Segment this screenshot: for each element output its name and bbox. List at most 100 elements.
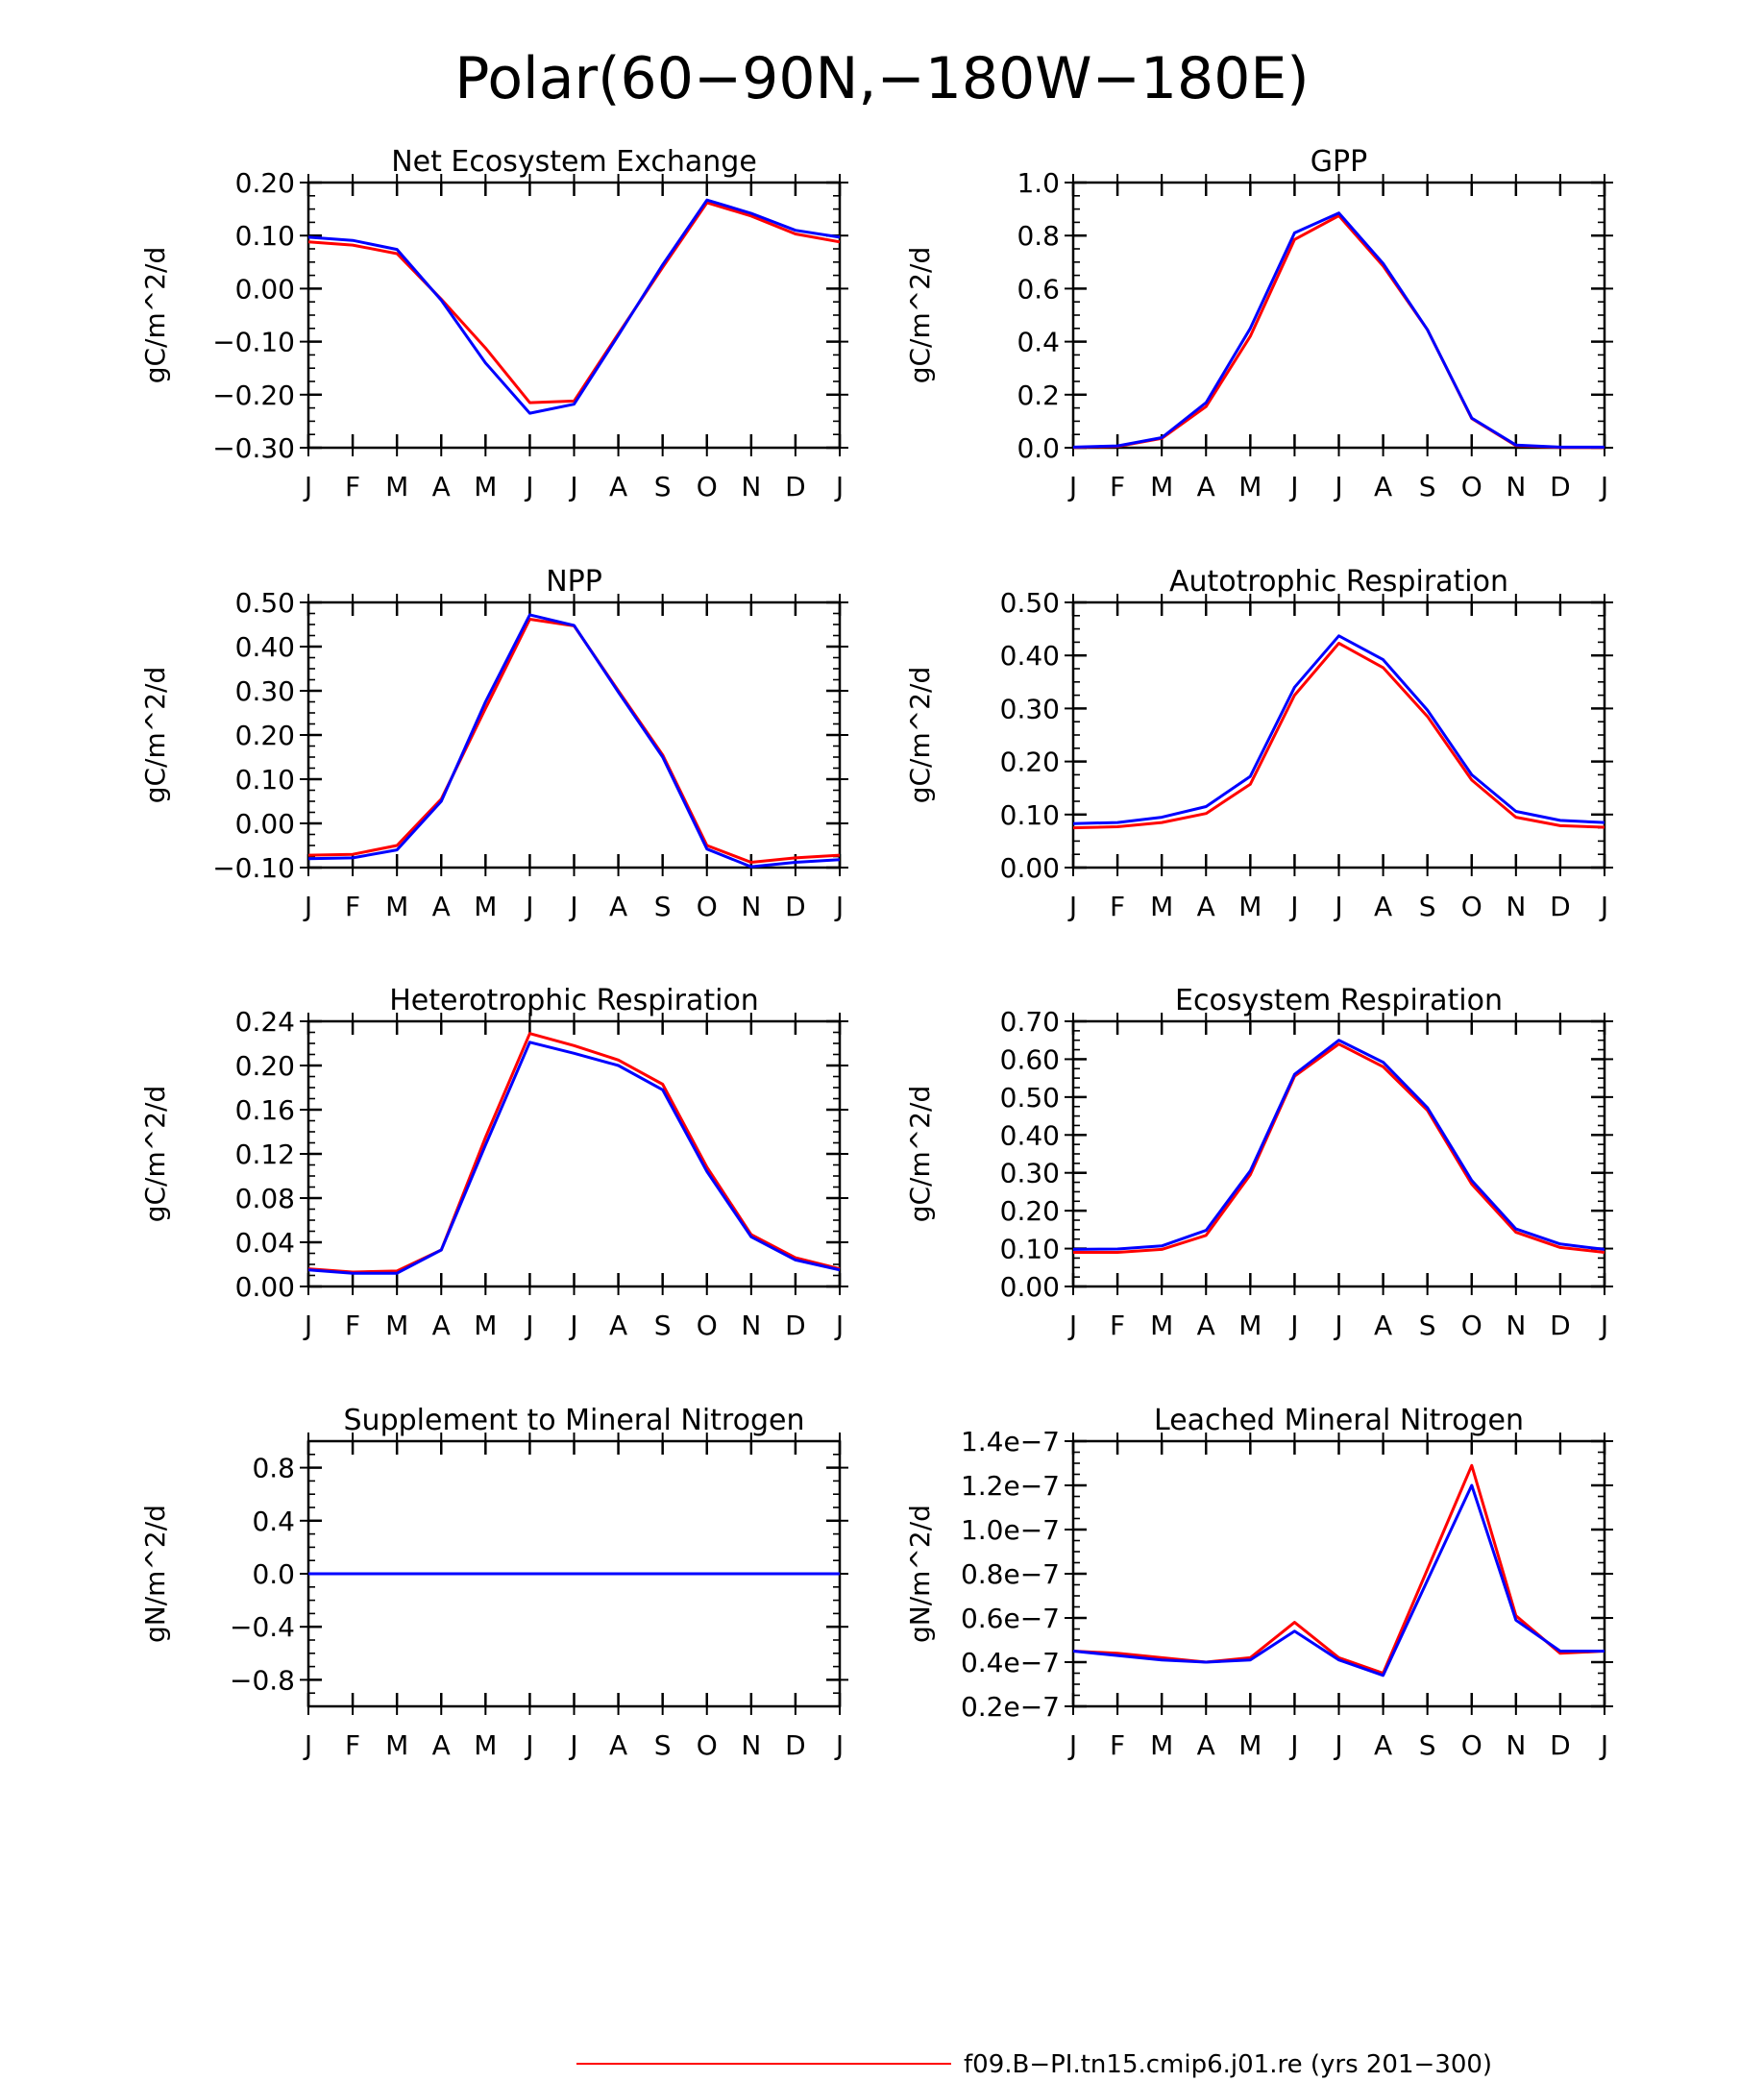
series-line-red — [1072, 214, 1605, 450]
x-tick-label: F — [345, 891, 360, 922]
x-tick-label: J — [303, 1310, 312, 1341]
series-line-red — [307, 618, 841, 864]
x-tick-label: J — [1067, 1310, 1077, 1341]
series-line-red — [1072, 1463, 1605, 1675]
plot-frame — [306, 1019, 842, 1288]
x-tick-label: A — [609, 891, 627, 922]
plot-frame — [1071, 1439, 1606, 1708]
x-tick-label: M — [1150, 891, 1173, 922]
x-tick-label: J — [303, 1729, 312, 1761]
x-tick-label: A — [1197, 1729, 1215, 1761]
x-tick-label: O — [697, 1310, 718, 1341]
x-tick-label: O — [1461, 891, 1482, 922]
x-tick-label: N — [1506, 471, 1526, 502]
x-tick-label: D — [1550, 471, 1571, 502]
x-tick-label: N — [1506, 1310, 1526, 1341]
x-tick-label: S — [1419, 1310, 1436, 1341]
x-tick-label: J — [1599, 1310, 1608, 1341]
series-line-blue — [307, 198, 841, 415]
x-tick-label: J — [568, 891, 577, 922]
x-tick-label: S — [1419, 891, 1436, 922]
x-tick-label: F — [1110, 1729, 1125, 1761]
x-tick-label: A — [609, 1310, 627, 1341]
x-tick-label: A — [1374, 891, 1392, 922]
x-tick-label: A — [432, 891, 451, 922]
plot-frame — [1071, 181, 1606, 450]
y-tick-label: 0.20 — [1000, 747, 1060, 778]
x-tick-label: J — [568, 1729, 577, 1761]
x-tick-label: J — [834, 1729, 844, 1761]
x-tick-label: J — [524, 471, 533, 502]
y-tick-label: 1.2e−7 — [961, 1470, 1060, 1502]
x-tick-label: O — [1461, 1310, 1482, 1341]
y-tick-label: 0.00 — [1000, 1271, 1060, 1303]
panel-title: Supplement to Mineral Nitrogen — [344, 1404, 805, 1437]
x-tick-label: J — [524, 1729, 533, 1761]
y-tick-label: 0.30 — [1000, 1158, 1060, 1189]
x-tick-label: J — [1333, 1310, 1342, 1341]
x-tick-label: F — [345, 1310, 360, 1341]
x-tick-label: J — [1288, 471, 1298, 502]
x-tick-label: S — [1419, 471, 1436, 502]
x-tick-label: A — [432, 471, 451, 502]
series-line-red — [307, 1032, 841, 1274]
x-tick-label: S — [654, 1310, 672, 1341]
x-tick-label: A — [1374, 1729, 1392, 1761]
x-tick-label: J — [1333, 891, 1342, 922]
y-tick-label: −0.4 — [230, 1611, 295, 1643]
y-tick-label: 0.50 — [1000, 587, 1060, 619]
x-tick-label: J — [1333, 1729, 1342, 1761]
x-tick-label: M — [385, 1310, 408, 1341]
series-line-blue — [1072, 1483, 1605, 1678]
series-line-blue — [307, 1041, 841, 1275]
x-tick-label: F — [345, 471, 360, 502]
y-tick-label: 0.40 — [235, 631, 295, 663]
y-tick-label: 0.40 — [1000, 1119, 1060, 1151]
y-tick-label: 0.10 — [1000, 1234, 1060, 1265]
plot-frame — [306, 600, 842, 870]
x-tick-label: D — [785, 1310, 806, 1341]
panel-title: GPP — [1311, 145, 1367, 179]
x-tick-label: J — [834, 891, 844, 922]
x-tick-label: S — [654, 891, 672, 922]
x-tick-label: M — [474, 891, 497, 922]
y-tick-label: 0.8e−7 — [961, 1558, 1060, 1590]
x-tick-label: J — [1599, 1729, 1608, 1761]
x-tick-label: N — [741, 471, 761, 502]
x-tick-label: J — [1067, 471, 1077, 502]
y-tick-label: 0.30 — [1000, 693, 1060, 724]
y-tick-label: 0.00 — [235, 273, 295, 305]
x-tick-label: M — [1238, 1729, 1262, 1761]
y-tick-label: 0.40 — [1000, 640, 1060, 672]
panel-title: NPP — [546, 565, 602, 599]
panel-title: Heterotrophic Respiration — [389, 984, 759, 1017]
y-tick-label: 0.24 — [235, 1006, 295, 1038]
y-tick-label: 0.2 — [1017, 380, 1060, 411]
series-line-blue — [307, 613, 841, 869]
x-tick-label: J — [568, 1310, 577, 1341]
panel-title: Autotrophic Respiration — [1169, 565, 1508, 599]
x-tick-label: D — [785, 1729, 806, 1761]
y-tick-label: −0.10 — [212, 852, 295, 884]
x-tick-label: M — [1150, 471, 1173, 502]
x-tick-label: N — [741, 891, 761, 922]
panel-title: Leached Mineral Nitrogen — [1154, 1404, 1524, 1437]
x-tick-label: M — [385, 1729, 408, 1761]
y-tick-label: −0.8 — [230, 1664, 295, 1696]
y-tick-label: 0.20 — [235, 167, 295, 199]
series-line-red — [307, 201, 841, 404]
y-tick-label: 0.00 — [235, 1271, 295, 1303]
x-tick-label: D — [1550, 891, 1571, 922]
x-tick-label: D — [785, 891, 806, 922]
y-tick-label: 0.70 — [1000, 1006, 1060, 1038]
y-tick-label: 0.00 — [1000, 852, 1060, 884]
x-tick-label: A — [432, 1729, 451, 1761]
panel-title: Ecosystem Respiration — [1175, 984, 1503, 1017]
x-tick-label: J — [1067, 891, 1077, 922]
y-axis-label: gC/m^2/d — [904, 1086, 936, 1223]
y-tick-label: 0.0 — [252, 1558, 295, 1590]
y-tick-label: −0.30 — [212, 432, 295, 464]
